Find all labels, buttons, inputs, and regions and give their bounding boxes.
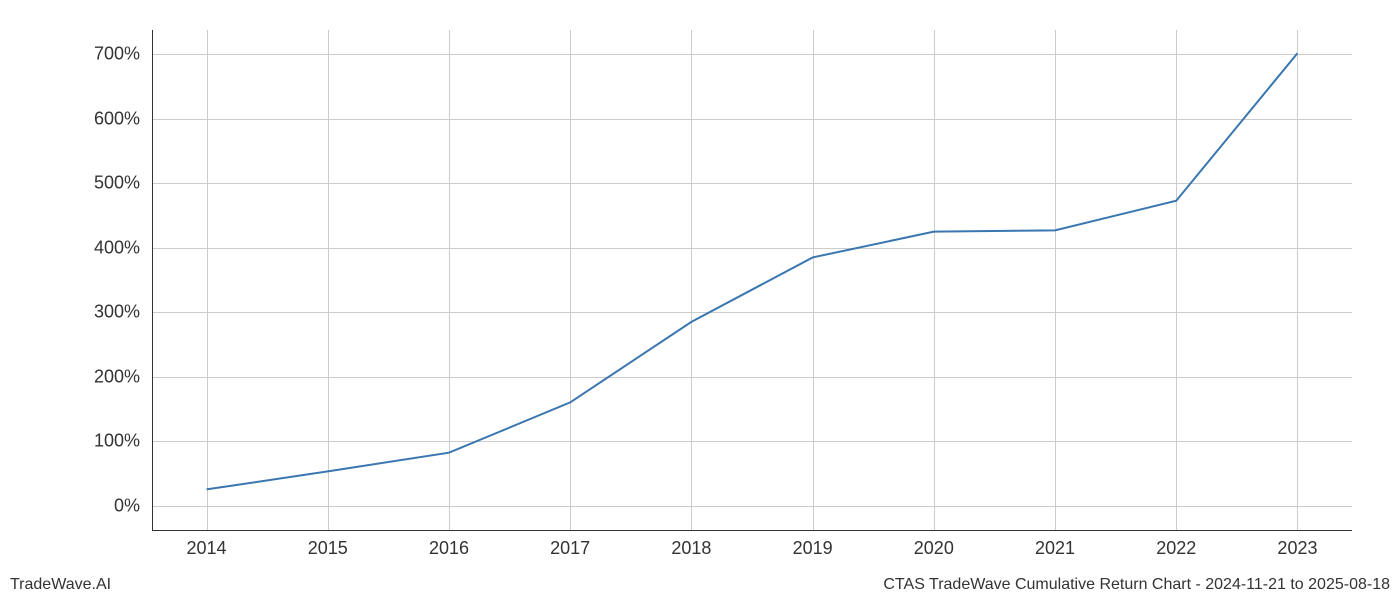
- footer-left-label: TradeWave.AI: [10, 576, 111, 594]
- footer-right-label: CTAS TradeWave Cumulative Return Chart -…: [883, 576, 1390, 594]
- y-tick-label: 700%: [94, 44, 140, 65]
- y-tick-label: 0%: [114, 495, 140, 516]
- x-tick-label: 2022: [1156, 538, 1196, 559]
- y-tick-label: 600%: [94, 108, 140, 129]
- y-tick-label: 500%: [94, 173, 140, 194]
- line-series-svg: [152, 30, 1352, 530]
- x-tick-label: 2020: [914, 538, 954, 559]
- y-tick-label: 200%: [94, 366, 140, 387]
- x-tick-label: 2023: [1277, 538, 1317, 559]
- x-tick-label: 2021: [1035, 538, 1075, 559]
- y-tick-label: 400%: [94, 237, 140, 258]
- x-tick-label: 2014: [187, 538, 227, 559]
- x-tick-label: 2019: [793, 538, 833, 559]
- y-tick-label: 300%: [94, 302, 140, 323]
- plot-area: 2014201520162017201820192020202120222023…: [152, 30, 1352, 530]
- x-tick-label: 2018: [671, 538, 711, 559]
- x-tick-label: 2016: [429, 538, 469, 559]
- axis-spine-bottom: [152, 530, 1352, 531]
- x-tick-label: 2015: [308, 538, 348, 559]
- x-tick-label: 2017: [550, 538, 590, 559]
- return-line: [207, 53, 1298, 489]
- chart-container: 2014 2015 2016 2017 2018 2019 2020 2021 2022 2023…: [0, 0, 1400, 600]
- y-tick-label: 100%: [94, 431, 140, 452]
